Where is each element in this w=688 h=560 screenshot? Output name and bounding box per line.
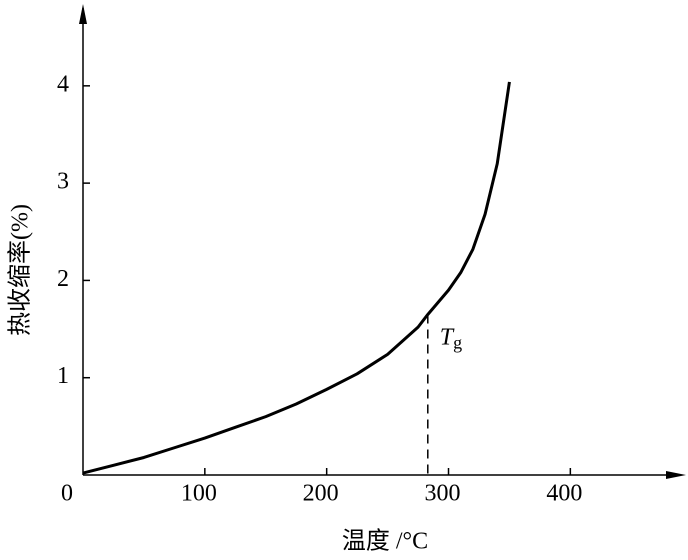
y-tick-label: 4 bbox=[57, 71, 69, 97]
x-axis-label: 温度 /°C bbox=[342, 528, 428, 555]
x-tick-label: 200 bbox=[303, 481, 339, 507]
y-tick-label: 1 bbox=[57, 363, 69, 389]
x-axis-arrow bbox=[666, 471, 686, 479]
y-axis-arrow bbox=[79, 4, 87, 24]
line-series bbox=[82, 81, 511, 475]
x-tick-label: 300 bbox=[425, 481, 461, 507]
x-tick-label: 0 bbox=[61, 481, 73, 507]
annotation: Tg bbox=[440, 324, 462, 353]
x-tick-label: 400 bbox=[546, 481, 582, 507]
y-tick-label: 2 bbox=[57, 266, 69, 292]
y-tick-label: 3 bbox=[57, 169, 69, 195]
annotation-subscript: g bbox=[453, 333, 462, 353]
annotation-text: T bbox=[440, 324, 455, 350]
y-axis-label: 热收缩率(%) bbox=[7, 204, 34, 336]
x-tick-label: 100 bbox=[181, 481, 217, 507]
